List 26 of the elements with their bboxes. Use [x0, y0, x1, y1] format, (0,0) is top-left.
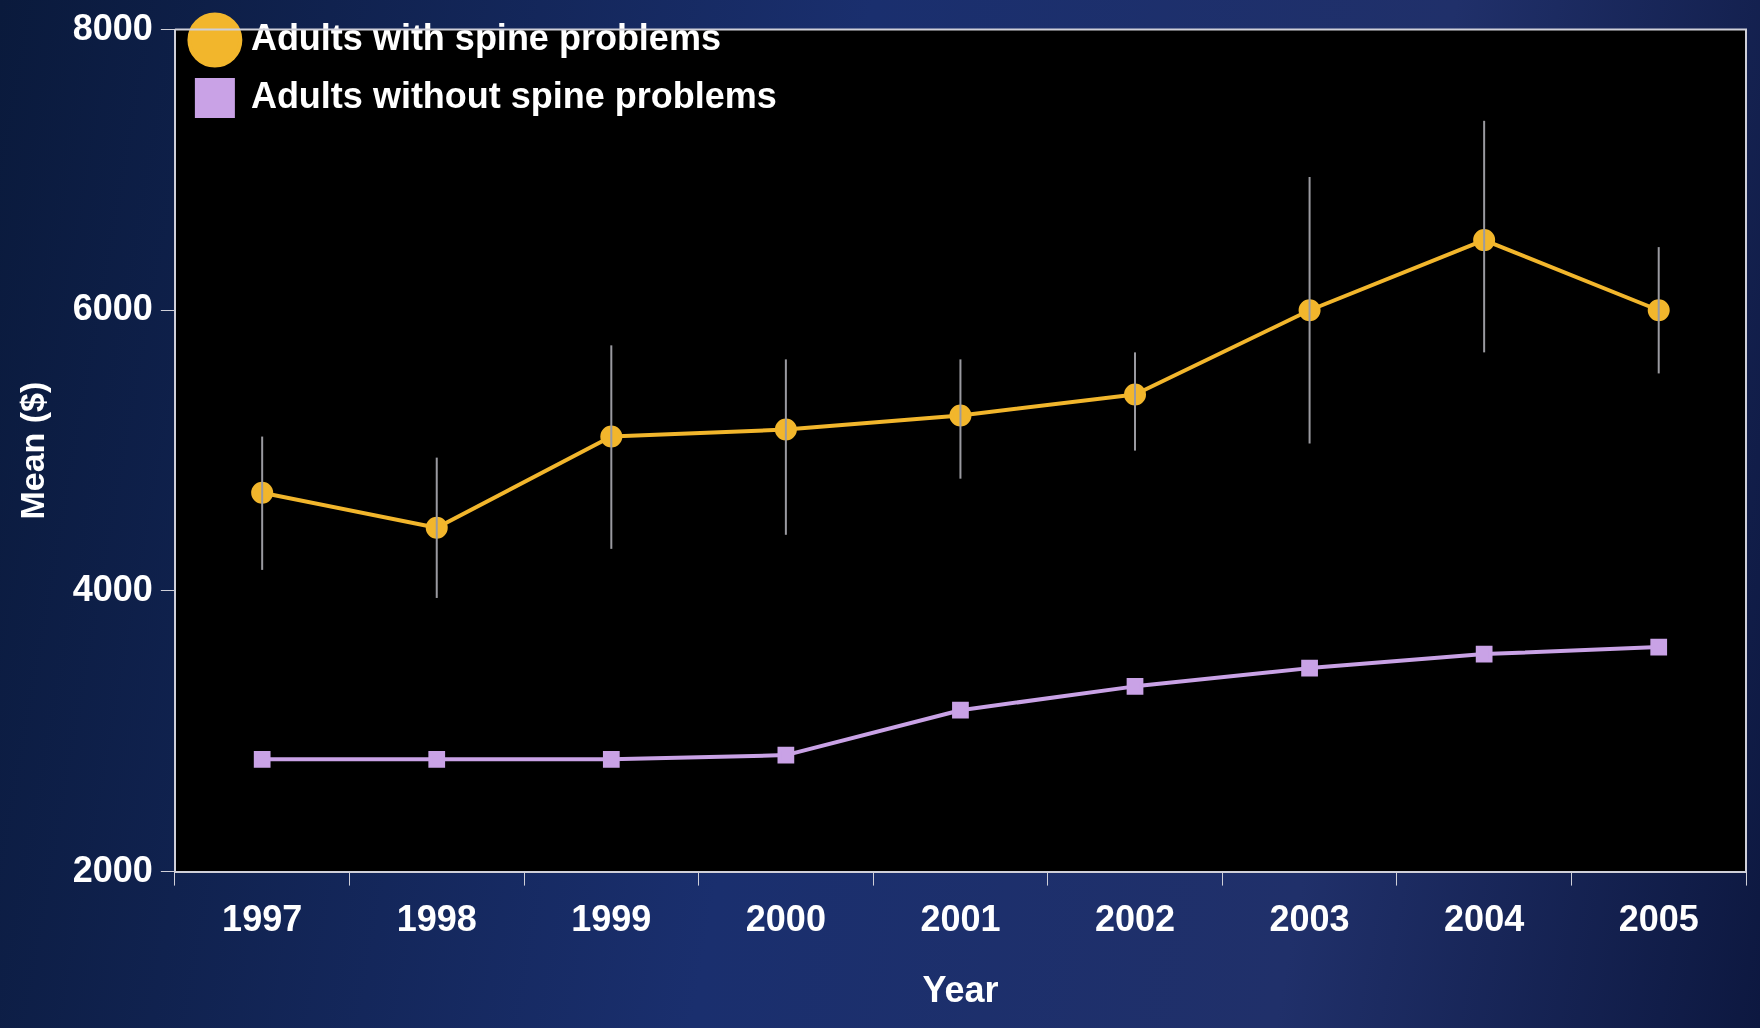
x-tick-label: 2001	[920, 898, 1001, 940]
point	[952, 701, 969, 719]
point	[428, 750, 446, 768]
x-tick-label: 2004	[1444, 898, 1525, 940]
y-tick-label: 2000	[72, 848, 153, 890]
point	[602, 750, 620, 768]
x-tick-label: 2000	[745, 898, 826, 940]
x-tick-label: 2005	[1618, 898, 1699, 940]
x-tick-label: 1999	[571, 898, 652, 940]
point	[253, 750, 271, 768]
legend-label: Adults with spine problems	[250, 16, 721, 58]
x-tick-label: 1998	[396, 898, 477, 940]
x-tick-label: 2003	[1269, 898, 1350, 940]
x-tick-label: 2002	[1094, 898, 1176, 940]
x-tick-label: 1997	[222, 898, 303, 940]
legend-label: Adults without spine problems	[250, 74, 777, 116]
point	[1650, 638, 1668, 656]
x-axis-title: Year	[922, 969, 999, 1011]
point	[1301, 659, 1318, 677]
point	[1126, 678, 1144, 695]
point	[777, 746, 795, 764]
y-tick-label: 6000	[72, 287, 153, 329]
y-tick-label: 4000	[72, 567, 153, 609]
y-axis-title: Mean ($)	[12, 381, 51, 520]
y-tick-label: 8000	[72, 6, 153, 48]
point	[1475, 645, 1493, 663]
